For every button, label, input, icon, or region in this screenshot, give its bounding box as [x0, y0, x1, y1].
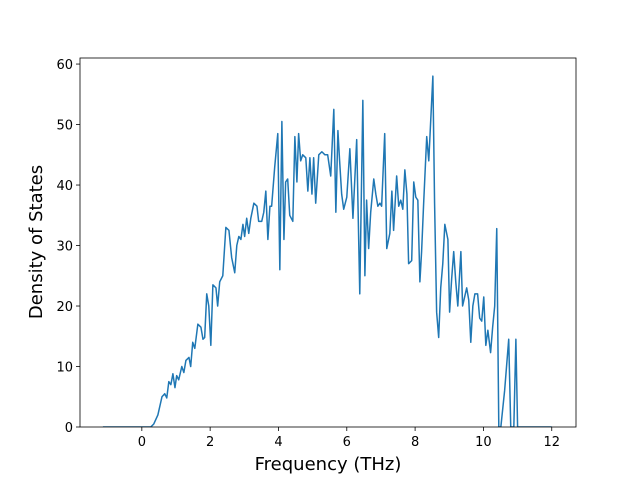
plot-frame [79, 57, 577, 428]
x-tick-label: 8 [411, 435, 419, 450]
y-tick-label: 60 [56, 58, 73, 73]
y-tick-label: 10 [56, 361, 73, 376]
x-tick-label: 2 [206, 435, 214, 450]
data-line [102, 75, 552, 427]
x-axis-label: Frequency (THz) [255, 454, 402, 475]
y-tick-label: 50 [56, 119, 73, 134]
y-tick-label: 20 [56, 300, 73, 315]
y-tick-label: 30 [56, 240, 73, 255]
y-axis-label: Density of States [26, 165, 47, 319]
x-tick-label: 0 [138, 435, 146, 450]
y-tick-label: 0 [65, 421, 73, 436]
y-tick-label: 40 [56, 179, 73, 194]
x-tick-label: 4 [274, 435, 282, 450]
x-tick-label: 10 [475, 435, 492, 450]
x-tick-label: 6 [343, 435, 351, 450]
x-tick-label: 12 [543, 435, 560, 450]
